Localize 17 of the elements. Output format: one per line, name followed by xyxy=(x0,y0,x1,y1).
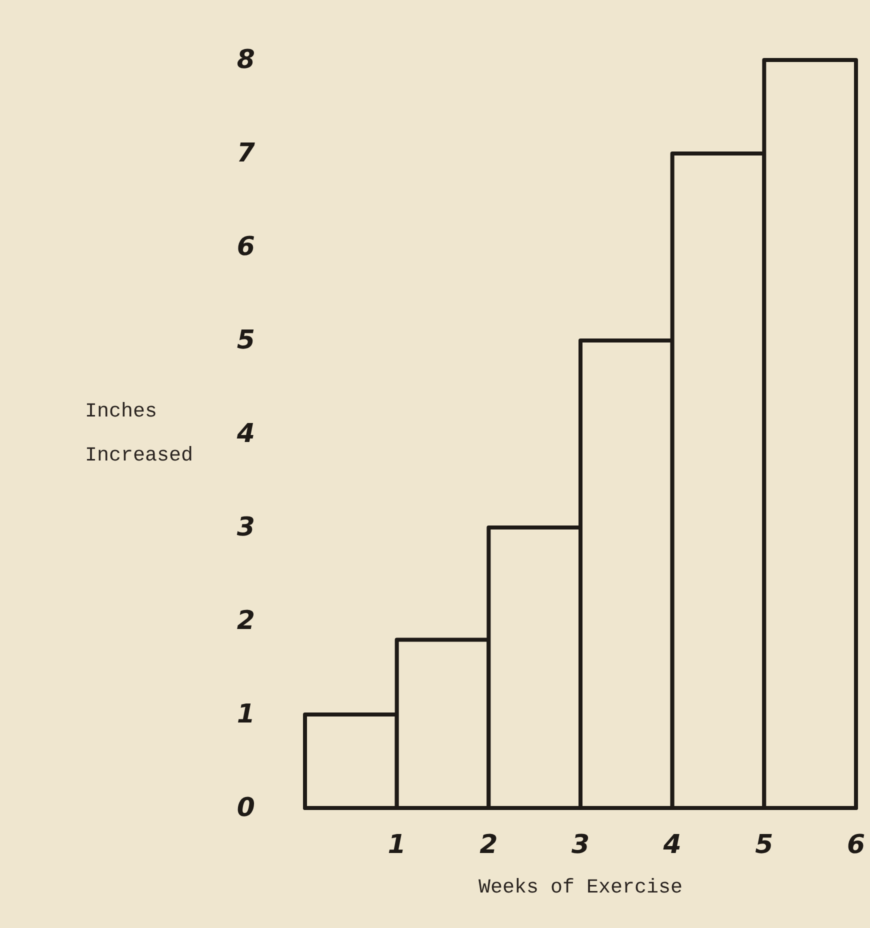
y-axis-title: Inches Increased xyxy=(85,400,194,468)
y-tick-label: 4 xyxy=(236,419,255,449)
x-tick-label: 4 xyxy=(662,830,682,860)
y-tick-label: 3 xyxy=(236,512,255,542)
y-tick-label: 6 xyxy=(236,232,255,262)
y-tick-label: 1 xyxy=(236,700,255,730)
x-tick-label: 2 xyxy=(480,830,498,860)
x-tick-label: 5 xyxy=(755,830,774,860)
y-tick-label: 2 xyxy=(236,606,255,636)
y-tick-label: 8 xyxy=(236,45,255,75)
y-tick-label: 0 xyxy=(236,793,255,823)
x-tick-label: 1 xyxy=(388,830,406,860)
y-tick-label: 5 xyxy=(236,326,255,356)
y-tick-label: 7 xyxy=(236,138,256,168)
x-tick-label: 3 xyxy=(571,830,590,860)
x-axis-title: Weeks of Exercise xyxy=(478,876,683,900)
x-tick-label: 6 xyxy=(846,830,866,860)
